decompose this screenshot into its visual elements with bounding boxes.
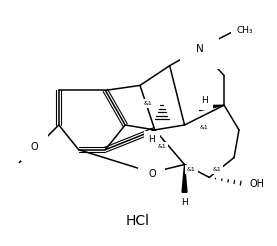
Text: N: N [196, 44, 203, 54]
Text: H: H [201, 96, 208, 105]
Text: O: O [30, 142, 38, 152]
Text: H: H [181, 198, 188, 207]
Polygon shape [182, 165, 187, 192]
Text: CH₃: CH₃ [236, 26, 253, 34]
Text: OH: OH [250, 179, 265, 189]
Text: HCl: HCl [126, 214, 150, 228]
Text: &1: &1 [157, 144, 166, 149]
Text: O: O [148, 169, 156, 179]
Text: &1: &1 [143, 101, 152, 106]
Text: &1: &1 [213, 167, 222, 172]
Polygon shape [199, 105, 224, 111]
Text: &1: &1 [200, 125, 209, 130]
Text: H: H [148, 135, 155, 144]
Text: &1: &1 [187, 167, 196, 172]
